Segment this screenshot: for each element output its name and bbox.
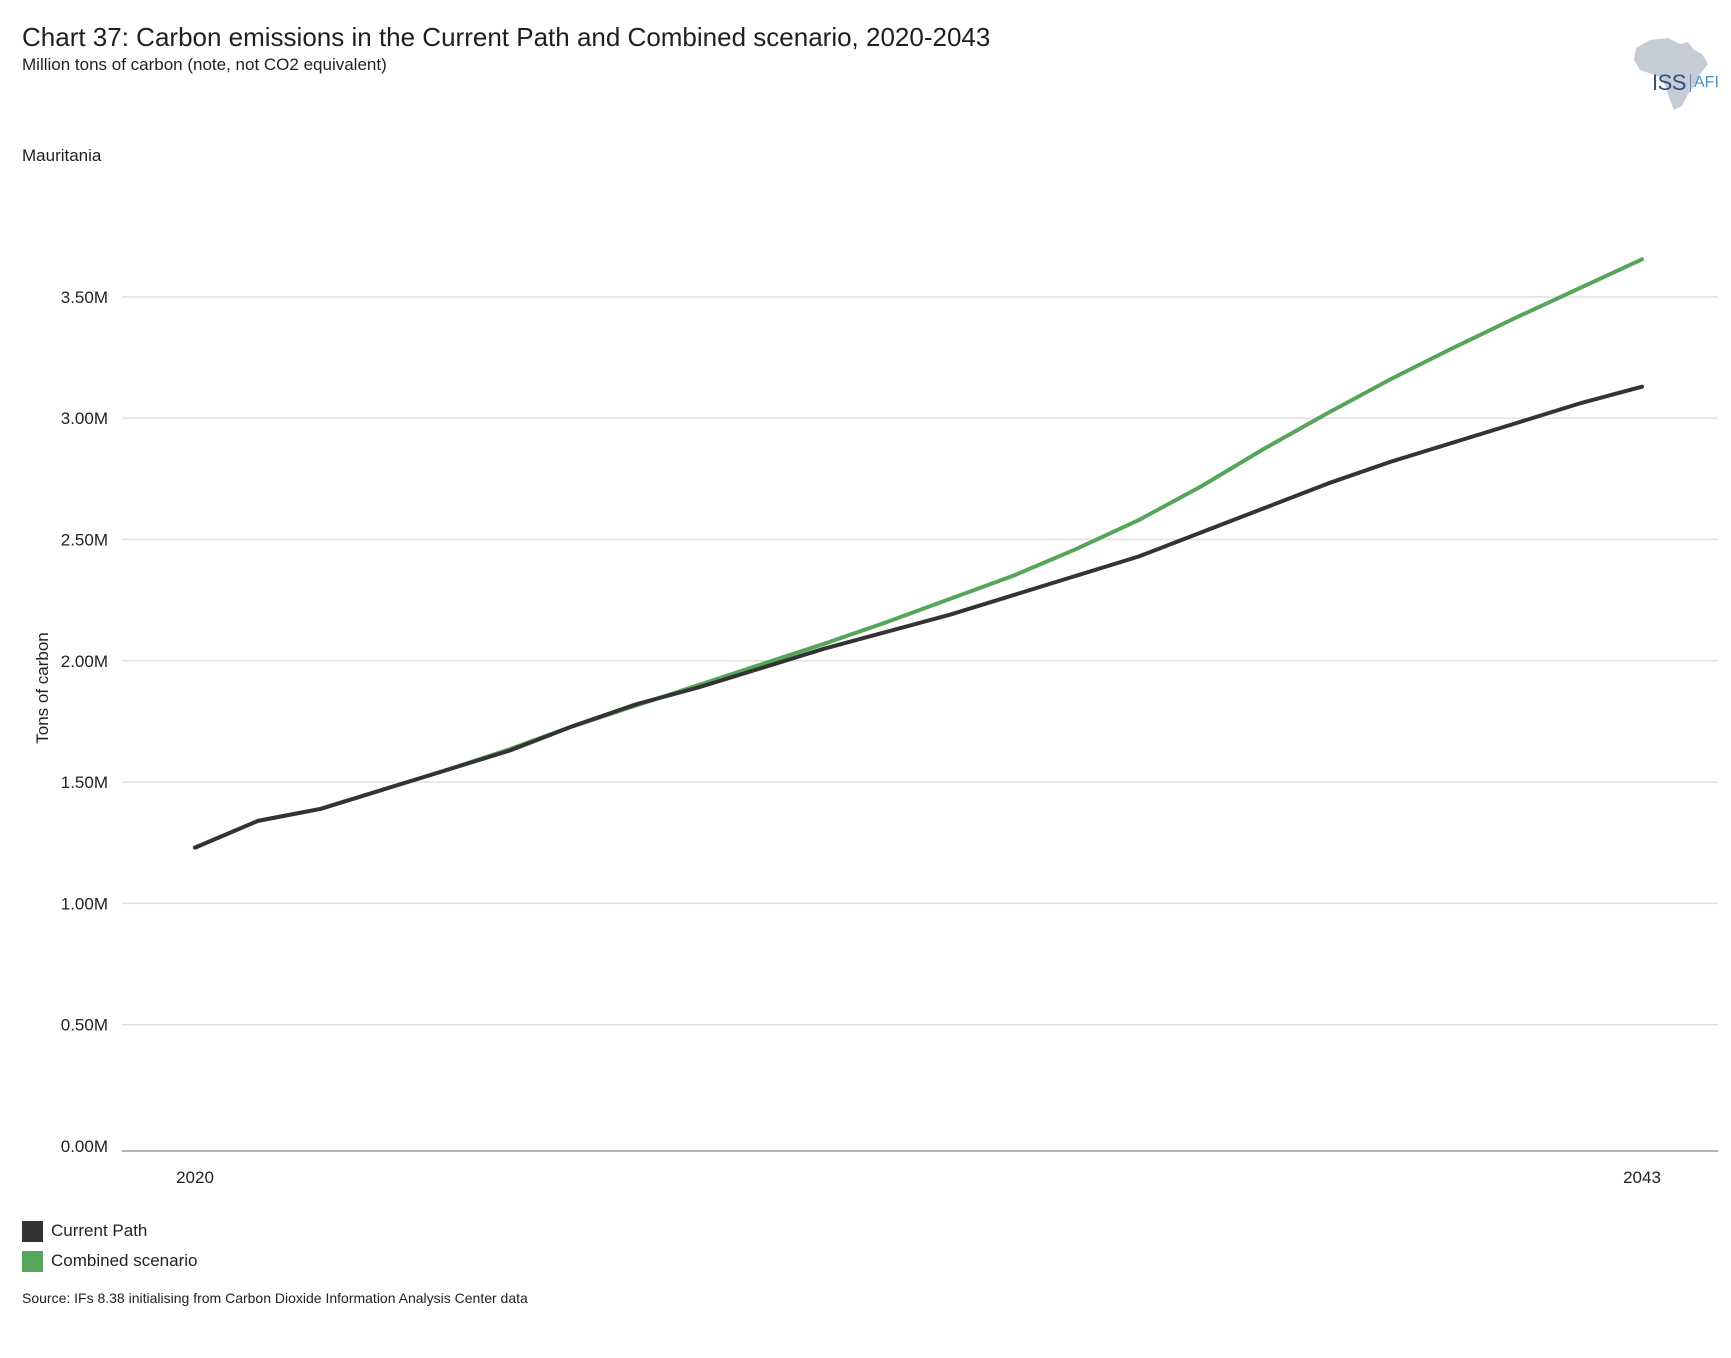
y-axis-label: Tons of carbon xyxy=(33,632,52,744)
y-tick-label: 0.50M xyxy=(61,1016,108,1035)
y-tick-label: 1.50M xyxy=(61,773,108,792)
legend-item-combined: Combined scenario xyxy=(22,1246,197,1276)
country-label: Mauritania xyxy=(22,146,102,165)
legend-swatch-combined xyxy=(22,1250,43,1272)
chart-title: Chart 37: Carbon emissions in the Curren… xyxy=(22,22,991,52)
logo-iss-text: ISS xyxy=(1652,70,1686,95)
logo-divider xyxy=(1690,74,1691,92)
y-tick-label: 2.00M xyxy=(61,652,108,671)
legend-swatch-current-path xyxy=(22,1220,43,1242)
y-tick-label: 2.50M xyxy=(61,531,108,550)
logo-afi-text: AFI xyxy=(1694,74,1719,91)
legend-item-current-path: Current Path xyxy=(22,1216,197,1246)
x-tick-label: 2043 xyxy=(1623,1168,1661,1187)
series-line-combined-scenario xyxy=(193,257,1644,850)
y-tick-label: 3.00M xyxy=(61,409,108,428)
x-tick-label: 2020 xyxy=(176,1168,214,1187)
source-note: Source: IFs 8.38 initialising from Carbo… xyxy=(22,1290,528,1306)
series-line-current-path xyxy=(193,384,1644,850)
y-tick-label: 3.50M xyxy=(61,288,108,307)
y-tick-label: 1.00M xyxy=(61,894,108,913)
africa-map-icon xyxy=(1634,38,1708,110)
line-chart: 0.00M 0.50M 1.00M 1.50M 2.00M 2.50M 3.00M 3.50M… xyxy=(33,257,1718,1187)
legend: Current Path Combined scenario xyxy=(22,1216,197,1276)
y-tick-label: 0.00M xyxy=(61,1137,108,1156)
chart-subtitle: Million tons of carbon (note, not CO2 eq… xyxy=(22,55,387,74)
legend-label-current-path: Current Path xyxy=(51,1221,148,1240)
legend-label-combined: Combined scenario xyxy=(51,1251,198,1270)
